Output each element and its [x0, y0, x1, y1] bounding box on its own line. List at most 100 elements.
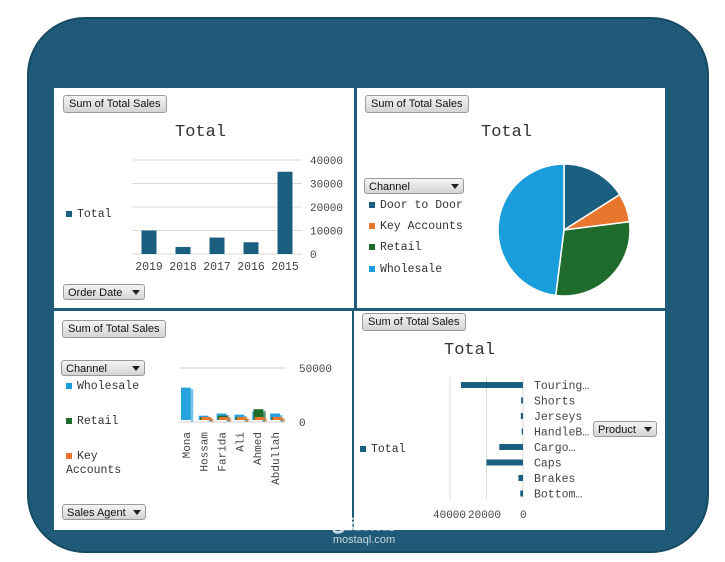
product-filter[interactable]: Product	[593, 421, 657, 437]
y-tick-label: Jerseys	[534, 411, 582, 424]
legend-retail: Retail	[369, 241, 421, 254]
chevron-down-icon	[644, 427, 652, 432]
y-tick-label: 10000	[310, 227, 343, 239]
chevron-down-icon	[132, 290, 140, 295]
bar-side	[264, 418, 268, 422]
legend-swatch	[360, 445, 366, 452]
agent-3d-bar-chart: Mona Hossam Farida Ali Ahmed Abdullah 50000 0	[179, 364, 332, 485]
y-tick-label: 0	[299, 418, 306, 430]
bar-side	[211, 418, 214, 422]
x-tick-label: 2016	[237, 261, 265, 274]
panel-sales-by-year: Sum of Total Sales Total Total 2019 2018 2…	[54, 88, 354, 308]
legend-label: Door to Door	[380, 199, 463, 212]
channel-filter[interactable]: Channel	[364, 178, 464, 194]
legend-key-accounts: Key Accounts	[369, 220, 463, 233]
y-tick-label: 50000	[299, 364, 332, 376]
legend-label: Key Accounts	[66, 450, 122, 477]
x-tick-label: Ahmed	[253, 432, 265, 465]
mostaql-watermark: مستقل mostaql.com	[318, 510, 410, 547]
channel-pie-chart	[497, 163, 631, 297]
channel-filter[interactable]: Channel	[61, 360, 145, 376]
bar	[181, 387, 191, 420]
sales-agent-filter[interactable]: Sales Agent	[62, 504, 146, 520]
legend-swatch	[66, 417, 72, 424]
bar	[270, 413, 280, 420]
legend-swatch	[66, 382, 72, 389]
x-tick-label: 2018	[169, 261, 197, 274]
legend-wholesale: Wholesale	[66, 380, 139, 393]
legend-total: Total	[66, 208, 112, 221]
chart-title: Total	[444, 341, 496, 360]
legend-key-accounts: Key Accounts	[66, 450, 136, 478]
x-tick-label: 2015	[271, 261, 299, 274]
legend-label: Retail	[380, 241, 422, 254]
bar	[521, 428, 523, 435]
y-tick-label: Touring…	[534, 380, 589, 393]
pie-slice	[554, 220, 631, 297]
legend-retail: Retail	[66, 415, 118, 428]
bar-side	[263, 410, 266, 422]
legend-label: Wholesale	[77, 380, 140, 393]
legend-label: Wholesale	[380, 263, 443, 276]
bar	[520, 490, 523, 497]
bar	[253, 409, 264, 420]
bar	[460, 382, 523, 388]
bar	[254, 417, 265, 420]
legend-label: Key Accounts	[380, 220, 463, 233]
channel-filter-label: Channel	[66, 363, 107, 375]
chevron-down-icon	[451, 184, 459, 189]
order-date-filter-label: Order Date	[68, 287, 123, 299]
bar	[209, 237, 225, 254]
legend-total: Total	[360, 443, 406, 456]
sum-total-sales-button[interactable]: Sum of Total Sales	[362, 313, 466, 331]
bar-side	[246, 418, 250, 422]
legend-label: Total	[371, 443, 406, 456]
legend-label: Retail	[77, 415, 119, 428]
pie-slice	[563, 163, 621, 232]
bar-side	[190, 389, 194, 422]
bar	[520, 413, 523, 419]
y-tick-label: 30000	[310, 180, 343, 192]
x-tick-label: 2017	[203, 261, 231, 274]
watermark-arabic: مستقل	[331, 510, 397, 535]
bar	[499, 444, 523, 450]
y-tick-label: HandleB…	[534, 427, 589, 440]
chevron-down-icon	[132, 366, 140, 371]
legend-wholesale: Wholesale	[369, 263, 442, 276]
bar	[243, 242, 259, 254]
sum-total-sales-button[interactable]: Sum of Total Sales	[62, 320, 166, 338]
sum-total-sales-button[interactable]: Sum of Total Sales	[365, 95, 469, 113]
legend-swatch	[369, 201, 375, 208]
sum-total-sales-button[interactable]: Sum of Total Sales	[63, 95, 167, 113]
y-tick-label: Caps	[534, 458, 562, 471]
bar	[486, 459, 523, 466]
bar-side	[228, 418, 232, 422]
order-date-filter[interactable]: Order Date	[63, 284, 145, 300]
product-hbar-chart: Touring… Shorts Jerseys HandleB… Cargo… Caps B…	[433, 377, 589, 522]
bar	[272, 417, 283, 420]
y-tick-label: Shorts	[534, 396, 575, 409]
y-tick-label: Cargo…	[534, 442, 576, 455]
legend-swatch	[66, 452, 72, 459]
bar	[277, 171, 293, 254]
bar	[175, 246, 191, 254]
panel-sales-by-channel: Sum of Total Sales Total Channel Door to…	[357, 88, 665, 308]
chart-title: Total	[481, 123, 533, 142]
chevron-down-icon	[133, 510, 141, 515]
x-tick-label: Farida	[218, 432, 230, 472]
x-tick-label: 40000	[433, 510, 466, 522]
x-tick-label: 0	[520, 510, 527, 522]
product-filter-label: Product	[598, 424, 636, 436]
year-bar-chart: 2019 2018 2017 2016 2015 40000 30000 20000 1000…	[132, 156, 343, 274]
chart-title: Total	[175, 123, 227, 142]
legend-swatch	[369, 265, 375, 272]
x-tick-label: 2019	[135, 261, 163, 274]
bar	[518, 475, 523, 481]
legend-swatch	[66, 210, 72, 217]
legend-door-to-door: Door to Door	[369, 199, 463, 212]
bar-side	[282, 418, 285, 422]
watermark-latin: mostaql.com	[332, 534, 396, 546]
y-tick-label: 40000	[310, 156, 343, 168]
y-tick-label: 20000	[310, 203, 343, 215]
legend-swatch	[369, 222, 375, 229]
